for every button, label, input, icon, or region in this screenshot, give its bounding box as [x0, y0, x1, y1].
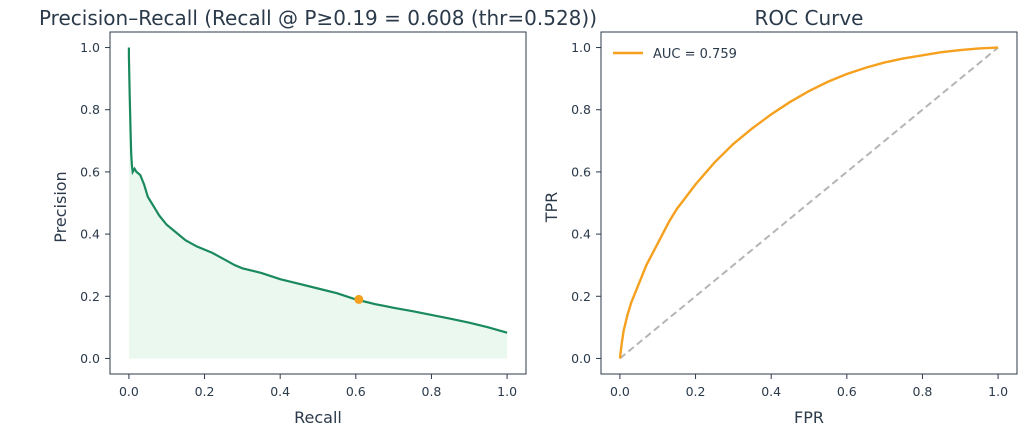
- x-tick-label: 1.0: [988, 384, 1008, 399]
- x-tick-label: 1.0: [497, 384, 517, 399]
- roc-curve: [618, 46, 999, 359]
- pr-area-fill: [128, 47, 508, 359]
- y-tick-label: 1.0: [80, 40, 100, 55]
- x-tick-label: 0.2: [195, 384, 215, 399]
- y-tick-label: 0.2: [571, 289, 591, 304]
- y-tick-label: 0.4: [571, 227, 591, 242]
- roc-x-ticks: 0.0 0.2 0.4 0.6 0.8 1.0: [610, 374, 1008, 399]
- pr-y-axis-label: Precision: [51, 171, 70, 242]
- pr-y-ticks: 0.0 0.2 0.4 0.6 0.8 1.0: [80, 40, 110, 366]
- roc-legend: AUC = 0.759: [613, 47, 737, 62]
- pr-x-axis-label: Recall: [294, 408, 342, 427]
- pr-plot-frame: [109, 31, 527, 375]
- pr-chart-title: Precision–Recall (Recall @ P≥0.19 = 0.60…: [39, 6, 597, 30]
- y-tick-label: 0.8: [80, 102, 100, 117]
- roc-chart-title: ROC Curve: [755, 6, 864, 30]
- y-tick-label: 0.6: [571, 164, 591, 179]
- roc-y-axis-label: TPR: [542, 192, 561, 224]
- x-tick-label: 0.2: [686, 384, 706, 399]
- y-tick-label: 0.6: [80, 164, 100, 179]
- roc-y-ticks: 0.0 0.2 0.4 0.6 0.8 1.0: [571, 40, 601, 366]
- x-tick-label: 0.8: [422, 384, 442, 399]
- x-tick-label: 0.6: [346, 384, 366, 399]
- x-tick-label: 0.6: [837, 384, 857, 399]
- y-tick-label: 0.2: [80, 289, 100, 304]
- pr-x-ticks: 0.0 0.2 0.4 0.6 0.8 1.0: [119, 374, 517, 399]
- y-tick-label: 0.0: [571, 351, 591, 366]
- y-tick-label: 0.4: [80, 227, 100, 242]
- x-tick-label: 0.0: [610, 384, 630, 399]
- x-tick-label: 0.0: [119, 384, 139, 399]
- x-tick-label: 0.4: [270, 384, 290, 399]
- pr-threshold-marker: [354, 294, 364, 304]
- y-tick-label: 0.0: [80, 351, 100, 366]
- y-tick-label: 0.8: [571, 102, 591, 117]
- x-tick-label: 0.8: [913, 384, 933, 399]
- x-tick-label: 0.4: [761, 384, 781, 399]
- roc-chart: ROC Curve 0.0 0.2 0.4 0.6 0.8 1.0 0.00.20.40.…: [542, 6, 1018, 427]
- roc-chance-line: [619, 46, 999, 360]
- roc-x-axis-label: FPR: [794, 408, 824, 427]
- y-tick-label: 1.0: [571, 40, 591, 55]
- roc-plot-frame: [600, 31, 1018, 375]
- pr-chart: Precision–Recall (Recall @ P≥0.19 = 0.60…: [39, 6, 597, 427]
- roc-legend-label: AUC = 0.759: [653, 47, 737, 62]
- pr-curve: [127, 47, 508, 334]
